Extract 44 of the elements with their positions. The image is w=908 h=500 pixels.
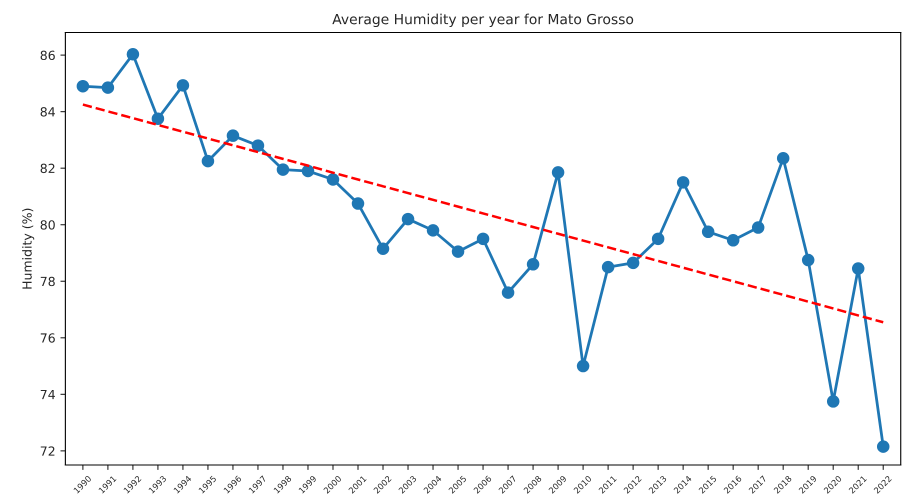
point — [726, 234, 740, 247]
point — [126, 48, 140, 61]
point — [602, 260, 614, 274]
point — [326, 173, 340, 186]
y-tick-label: 72 — [40, 446, 54, 456]
y-tick-label: 76 — [40, 333, 55, 343]
point — [652, 232, 664, 246]
point — [802, 254, 814, 266]
point — [852, 262, 864, 275]
point — [376, 242, 390, 255]
line-series — [82, 103, 884, 324]
point — [526, 258, 540, 271]
point — [102, 81, 114, 94]
point — [226, 129, 240, 142]
point — [276, 163, 290, 176]
point — [752, 221, 764, 234]
point — [176, 79, 190, 92]
point — [702, 226, 714, 238]
point — [826, 395, 840, 408]
point — [626, 256, 640, 270]
point — [76, 80, 90, 92]
point — [426, 224, 440, 237]
y-tick-label: 82 — [40, 164, 54, 174]
point — [402, 212, 414, 226]
y-tick-label: 78 — [40, 276, 55, 286]
y-axis-title: Humidity (%) — [22, 208, 34, 289]
point — [776, 152, 790, 165]
point — [476, 232, 490, 246]
chart-title: Average Humidity per year for Mato Grosso — [332, 14, 634, 28]
point — [452, 245, 464, 258]
y-tick-label: 86 — [40, 50, 55, 60]
point — [202, 154, 214, 168]
y-tick-label: 84 — [40, 107, 55, 117]
point — [552, 166, 564, 179]
point — [302, 164, 314, 178]
point — [876, 440, 890, 453]
point — [352, 197, 364, 210]
point — [576, 360, 590, 372]
point — [252, 139, 264, 152]
point — [152, 112, 164, 125]
point — [676, 176, 690, 189]
y-tick-label: 74 — [40, 390, 55, 400]
point — [502, 286, 514, 299]
y-tick-label: 80 — [40, 220, 55, 230]
